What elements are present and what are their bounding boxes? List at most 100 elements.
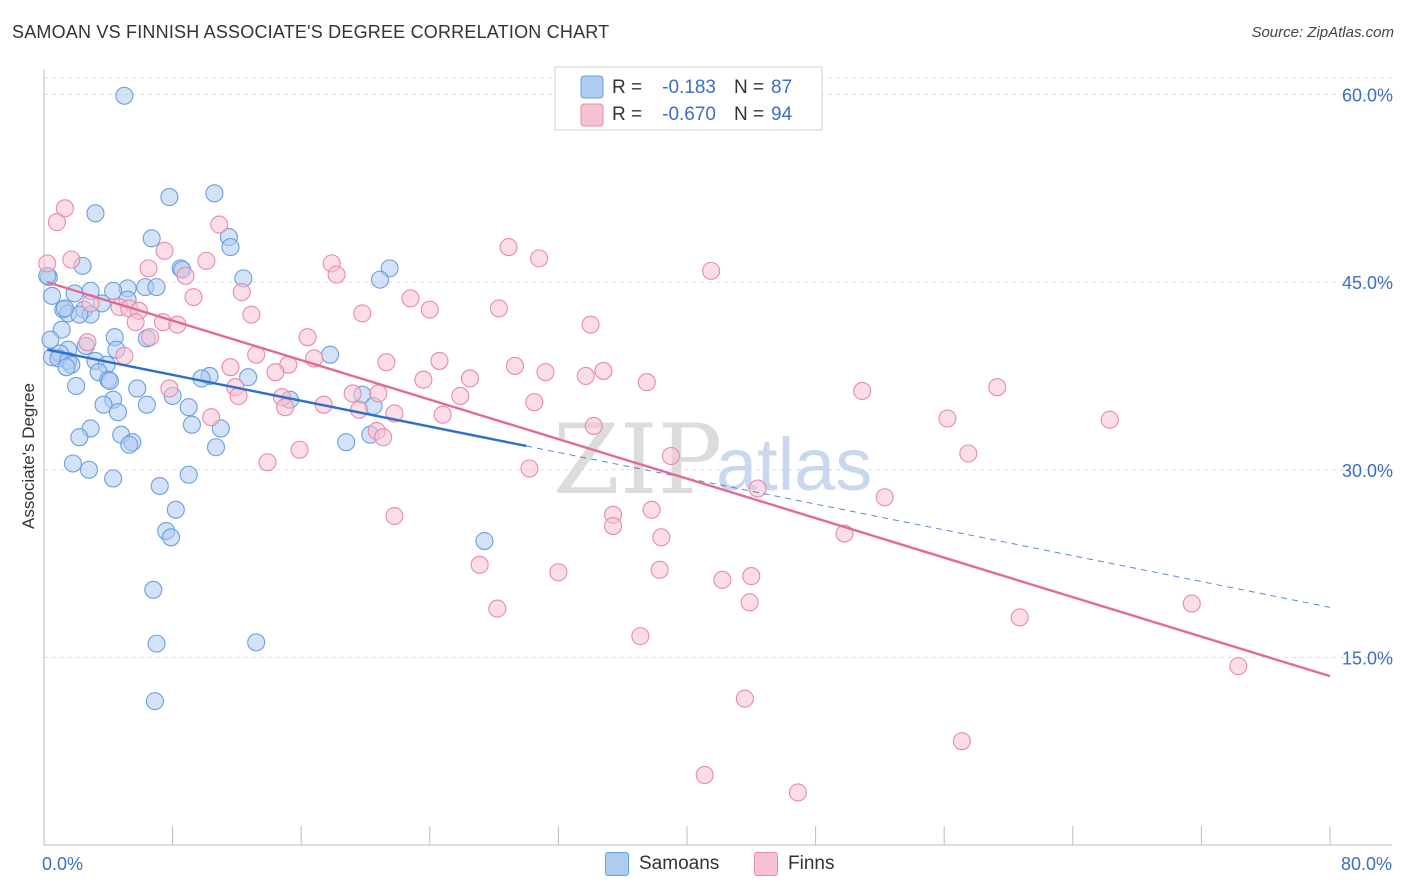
- finns-points: [38, 199, 1248, 802]
- samoans-point: [79, 460, 99, 479]
- samoans-point: [144, 580, 163, 599]
- samoans-point: [70, 428, 89, 447]
- samoans-trend-line: [46, 348, 527, 448]
- finns-point: [155, 241, 174, 260]
- finns-point: [460, 369, 480, 388]
- finns-point: [581, 315, 600, 334]
- finns-point: [55, 199, 74, 218]
- legend-label-samoans: Samoans: [639, 853, 720, 874]
- y-axis-label: Associate's Degree: [19, 383, 38, 529]
- samoans-point: [221, 238, 240, 257]
- legend: R = -0.183 N = 87 R = -0.670 N = 94: [554, 66, 823, 131]
- gridlines: [44, 77, 1392, 658]
- finns-point: [176, 266, 195, 285]
- finns-point: [141, 328, 160, 347]
- samoans-point: [239, 368, 258, 387]
- finns-point: [470, 555, 489, 574]
- finns-point: [702, 261, 721, 280]
- legend-n-label-finns: N =: [734, 104, 764, 125]
- finns-point: [530, 249, 549, 268]
- finns-point: [788, 783, 807, 802]
- finns-point: [433, 405, 452, 424]
- legend-r-value-finns: -0.670: [662, 104, 716, 125]
- finns-point: [549, 563, 568, 582]
- legend-swatch-finns: [580, 103, 604, 127]
- finns-point: [604, 516, 623, 536]
- samoans-point: [206, 438, 226, 457]
- samoans-point: [321, 345, 340, 364]
- finns-point: [713, 570, 732, 589]
- finns-point: [1010, 608, 1029, 627]
- finns-point: [488, 599, 507, 618]
- y-tick-label: 45.0%: [1342, 273, 1393, 293]
- finns-point: [661, 446, 680, 466]
- finns-point: [430, 351, 449, 370]
- finns-point: [853, 381, 872, 401]
- finns-point: [642, 500, 661, 519]
- watermark-atlas: atlas: [716, 423, 872, 506]
- watermark: ZIP atlas: [553, 404, 872, 516]
- finns-point: [343, 384, 362, 403]
- finns-point: [740, 593, 759, 612]
- samoans-point: [104, 469, 123, 488]
- finns-point: [420, 300, 439, 319]
- bottom-legend: Samoans Finns: [0, 852, 1406, 878]
- samoans-point: [115, 86, 134, 105]
- samoans-point: [42, 286, 62, 305]
- finns-point: [258, 453, 277, 472]
- finns-point: [748, 479, 767, 498]
- legend-label-finns: Finns: [788, 853, 835, 874]
- finns-point: [952, 732, 971, 751]
- finns-point: [695, 765, 714, 785]
- samoans-point: [179, 465, 198, 484]
- finns-point: [242, 305, 261, 324]
- samoans-point: [370, 270, 390, 289]
- finns-point: [115, 346, 134, 365]
- finns-point: [489, 299, 508, 318]
- y-tick-label: 30.0%: [1342, 461, 1393, 481]
- tick-labels: 15.0% 30.0% 45.0% 60.0% 0.0% 80.0%: [42, 86, 1393, 874]
- finns-point: [126, 313, 145, 332]
- samoans-point: [147, 278, 166, 297]
- finns-point: [594, 361, 613, 380]
- samoans-point: [147, 634, 166, 653]
- finns-point: [197, 251, 216, 270]
- samoans-point: [104, 281, 123, 300]
- samoans-point: [120, 435, 139, 454]
- finns-point: [576, 366, 595, 385]
- samoans-point: [67, 376, 86, 395]
- finns-point: [62, 250, 81, 269]
- samoans-point: [63, 454, 82, 473]
- finns-point: [160, 379, 179, 398]
- legend-swatch-samoans-bottom: [605, 852, 629, 876]
- finns-point: [1182, 594, 1201, 613]
- samoans-point: [41, 330, 60, 349]
- samoans-point: [475, 532, 494, 551]
- x-tick-label: 80.0%: [1341, 854, 1392, 874]
- samoans-point: [52, 320, 71, 339]
- samoans-point: [145, 692, 164, 711]
- chart-title: SAMOAN VS FINNISH ASSOCIATE'S DEGREE COR…: [12, 22, 610, 42]
- y-tick-label: 15.0%: [1342, 648, 1393, 668]
- legend-item-samoans: Samoans: [605, 852, 719, 876]
- samoans-point: [108, 403, 127, 422]
- finns-point: [374, 428, 393, 447]
- samoans-point: [205, 184, 224, 203]
- samoans-point: [337, 433, 356, 452]
- samoans-point: [100, 371, 119, 390]
- finns-point: [652, 528, 671, 547]
- samoans-point: [142, 229, 161, 248]
- finns-point: [38, 254, 57, 273]
- samoans-point: [160, 188, 179, 207]
- finns-point: [520, 459, 539, 478]
- finns-point: [369, 384, 388, 403]
- legend-r-label-samoans: R =: [612, 77, 642, 98]
- trend-lines: [46, 280, 1331, 678]
- finns-point: [276, 398, 295, 417]
- finns-point: [232, 283, 251, 302]
- finns-point: [327, 265, 346, 284]
- samoans-point: [161, 528, 181, 547]
- finns-point: [499, 238, 518, 257]
- finns-point: [742, 567, 761, 586]
